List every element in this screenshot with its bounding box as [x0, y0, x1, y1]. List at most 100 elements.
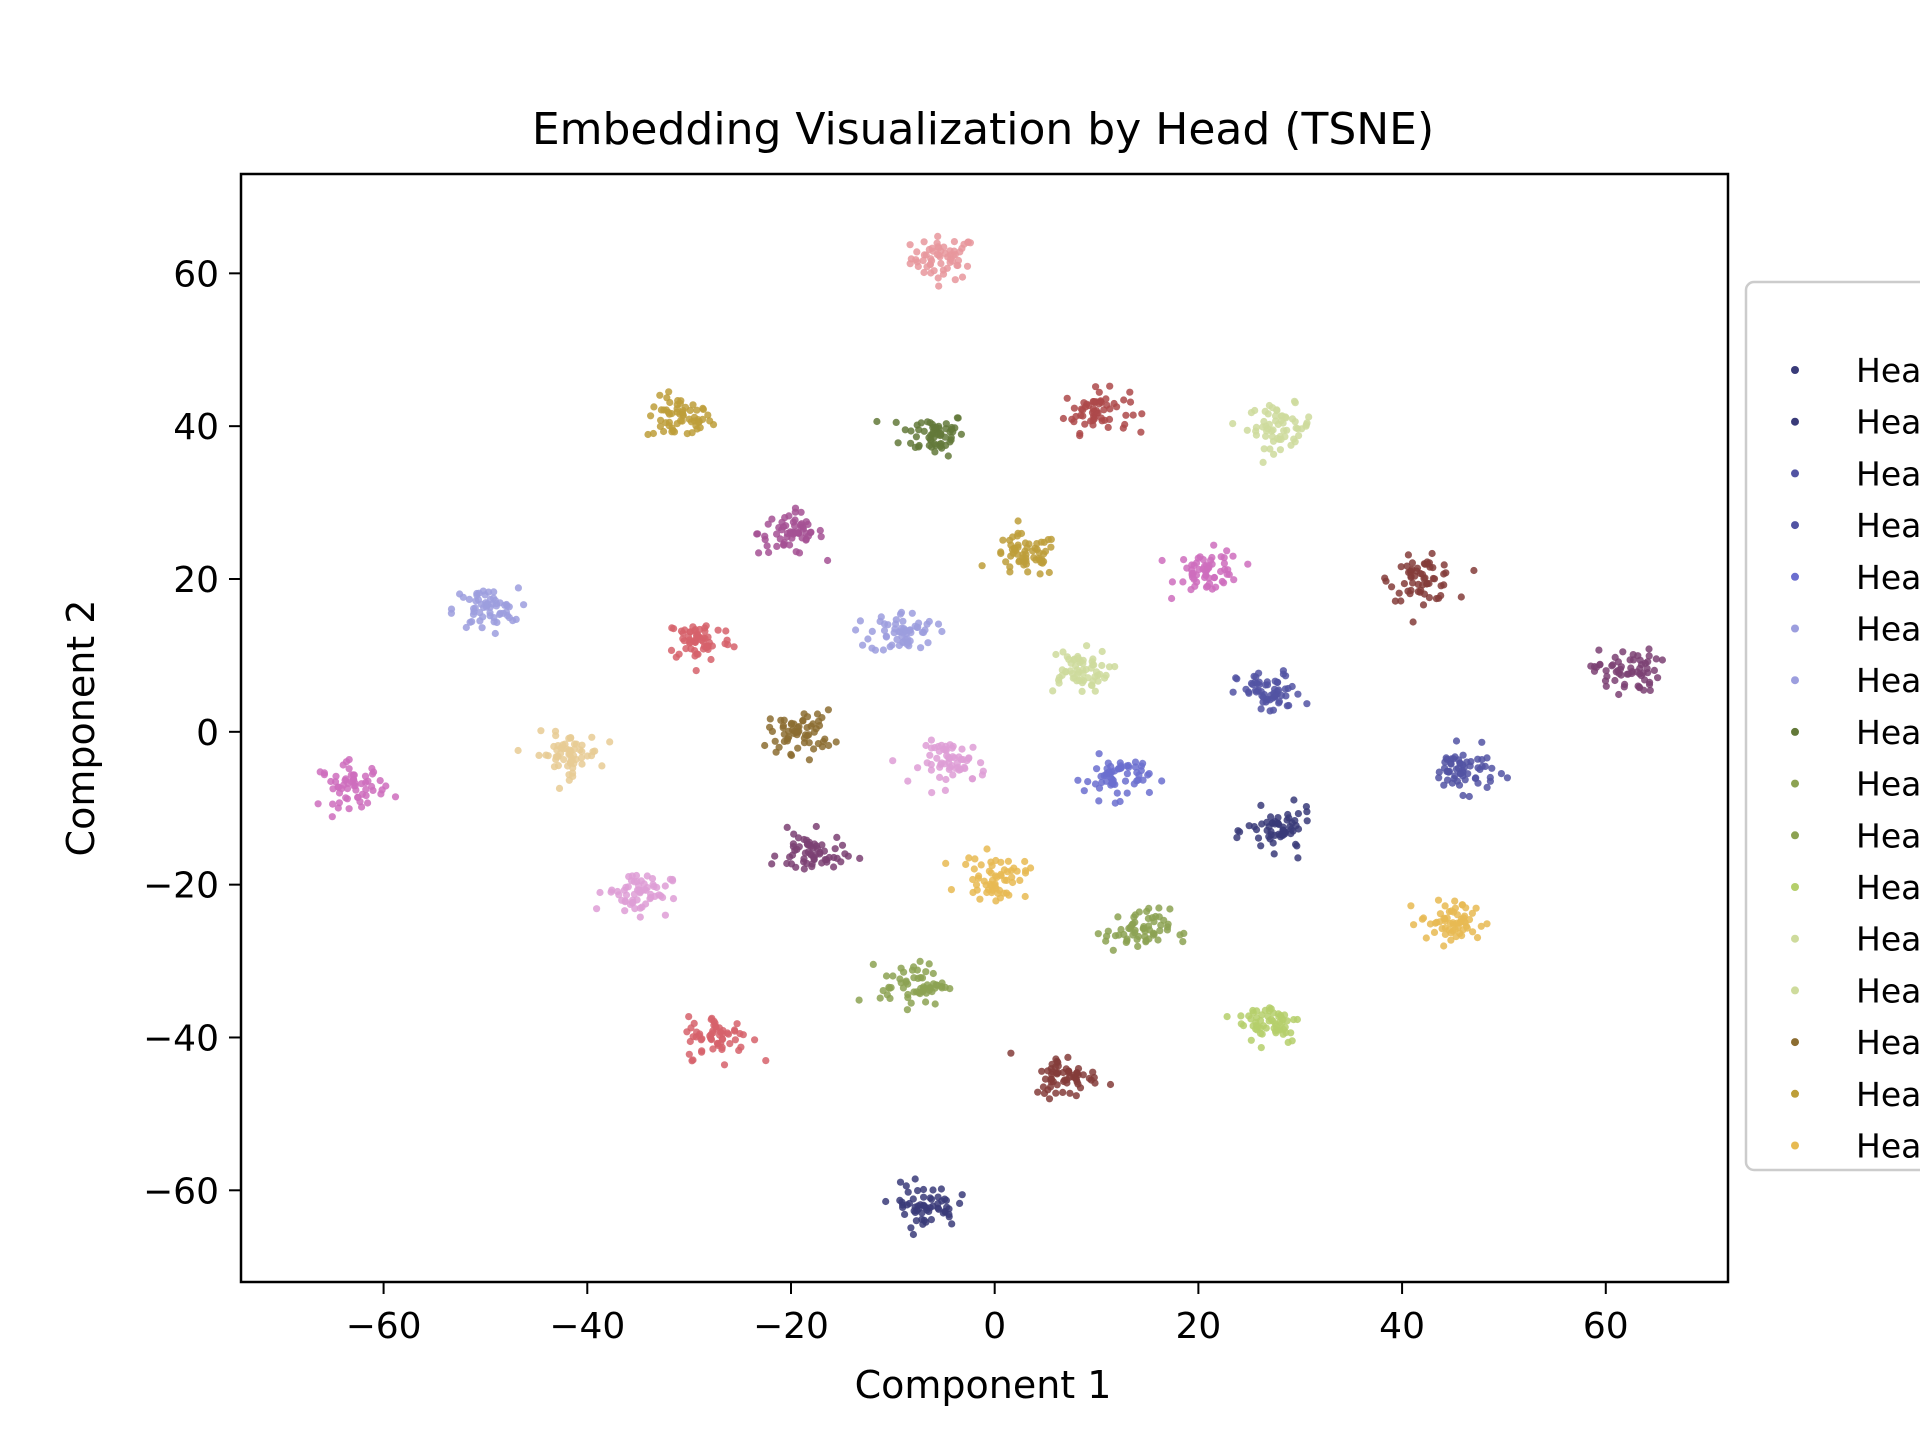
scatter-point — [1002, 558, 1010, 566]
scatter-point — [1462, 904, 1470, 912]
scatter-point — [1270, 450, 1278, 458]
scatter-point — [1058, 671, 1066, 680]
legend-label: Hea — [1856, 403, 1920, 442]
scatter-point — [771, 737, 779, 745]
scatter-point — [1223, 547, 1231, 555]
scatter-point — [702, 622, 710, 630]
scatter-point — [762, 1057, 770, 1065]
scatter-point — [706, 417, 714, 425]
scatter-point — [730, 1026, 739, 1034]
cluster-24 — [593, 871, 678, 921]
scatter-point — [1460, 764, 1468, 772]
scatter-point — [1154, 936, 1162, 944]
scatter-point — [1290, 796, 1298, 804]
scatter-point — [459, 593, 467, 601]
legend-item: Hea — [1791, 1127, 1920, 1166]
scatter-point — [1654, 674, 1662, 682]
scatter-point — [778, 526, 786, 534]
scatter-point — [1014, 517, 1022, 525]
scatter-point — [922, 1218, 930, 1226]
scatter-point — [1179, 938, 1187, 946]
scatter-point — [958, 745, 966, 753]
scatter-point — [777, 716, 785, 724]
scatter-point — [1254, 1022, 1262, 1031]
scatter-point — [799, 717, 807, 725]
scatter-point — [1155, 904, 1163, 912]
scatter-point — [1457, 593, 1465, 601]
scatter-point — [1079, 406, 1087, 414]
plot-frame — [239, 172, 1730, 1284]
legend-marker — [1791, 883, 1799, 891]
scatter-point — [1180, 556, 1188, 564]
scatter-point — [912, 256, 920, 264]
scatter-point — [696, 424, 704, 432]
scatter-point — [1188, 573, 1197, 581]
scatter-point — [1602, 667, 1610, 675]
legend-label: Hea — [1856, 661, 1920, 700]
scatter-point — [661, 882, 669, 890]
scatter-point — [890, 629, 898, 637]
scatter-point — [761, 741, 769, 750]
scatter-point — [690, 1019, 698, 1027]
scatter-point — [364, 799, 372, 807]
scatter-point — [898, 632, 906, 641]
scatter-point — [948, 257, 957, 265]
scatter-point — [907, 439, 915, 447]
scatter-point — [1305, 413, 1313, 421]
cluster-23 — [942, 845, 1035, 905]
scatter-point — [907, 1224, 915, 1232]
scatter-point — [486, 595, 494, 604]
scatter-point — [1652, 655, 1660, 663]
x-tick-label: 40 — [1379, 1306, 1425, 1347]
scatter-point — [675, 650, 683, 658]
scatter-point — [958, 1191, 966, 1199]
scatter-point — [1111, 663, 1119, 671]
scatter-point — [931, 1000, 939, 1008]
scatter-point — [976, 895, 984, 903]
scatter-point — [1280, 427, 1288, 435]
scatter-point — [1104, 759, 1112, 767]
scatter-point — [1091, 687, 1099, 695]
scatter-point — [911, 1175, 919, 1183]
scatter-point — [977, 861, 985, 869]
scatter-point — [1595, 646, 1603, 654]
scatter-point — [975, 872, 983, 880]
scatter-point — [876, 994, 884, 1002]
scatter-point — [1611, 653, 1619, 662]
scatter-point — [928, 244, 936, 252]
scatter-point — [1497, 770, 1505, 778]
scatter-point — [915, 426, 923, 434]
cluster-26 — [1407, 896, 1491, 950]
scatter-point — [1242, 685, 1250, 693]
scatter-point — [901, 426, 909, 434]
scatter-point — [825, 741, 833, 750]
scatter-point — [1114, 913, 1122, 921]
scatter-point — [677, 417, 685, 425]
scatter-point — [977, 759, 985, 767]
legend-marker — [1791, 1038, 1799, 1047]
scatter-point — [1072, 1092, 1080, 1100]
scatter-point — [1045, 568, 1053, 577]
scatter-point — [320, 769, 328, 777]
scatter-point — [1276, 446, 1284, 454]
scatter-point — [314, 800, 322, 808]
scatter-point — [1027, 864, 1035, 872]
scatter-point — [1259, 458, 1267, 466]
scatter-point — [1445, 926, 1453, 934]
scatter-point — [1282, 672, 1290, 680]
scatter-point — [914, 764, 922, 772]
scatter-point — [1103, 932, 1111, 940]
cluster-29 — [683, 1013, 770, 1069]
scatter-point — [1021, 869, 1030, 877]
scatter-point — [837, 858, 845, 866]
scatter-point — [1263, 678, 1271, 686]
scatter-point — [889, 757, 897, 765]
scatter-point — [1191, 582, 1199, 590]
scatter-point — [1473, 934, 1482, 942]
scatter-point — [1615, 669, 1623, 678]
scatter-point — [1275, 697, 1283, 706]
scatter-point — [514, 584, 523, 592]
scatter-point — [948, 744, 956, 752]
scatter-point — [476, 617, 484, 625]
scatter-point — [1257, 842, 1265, 850]
